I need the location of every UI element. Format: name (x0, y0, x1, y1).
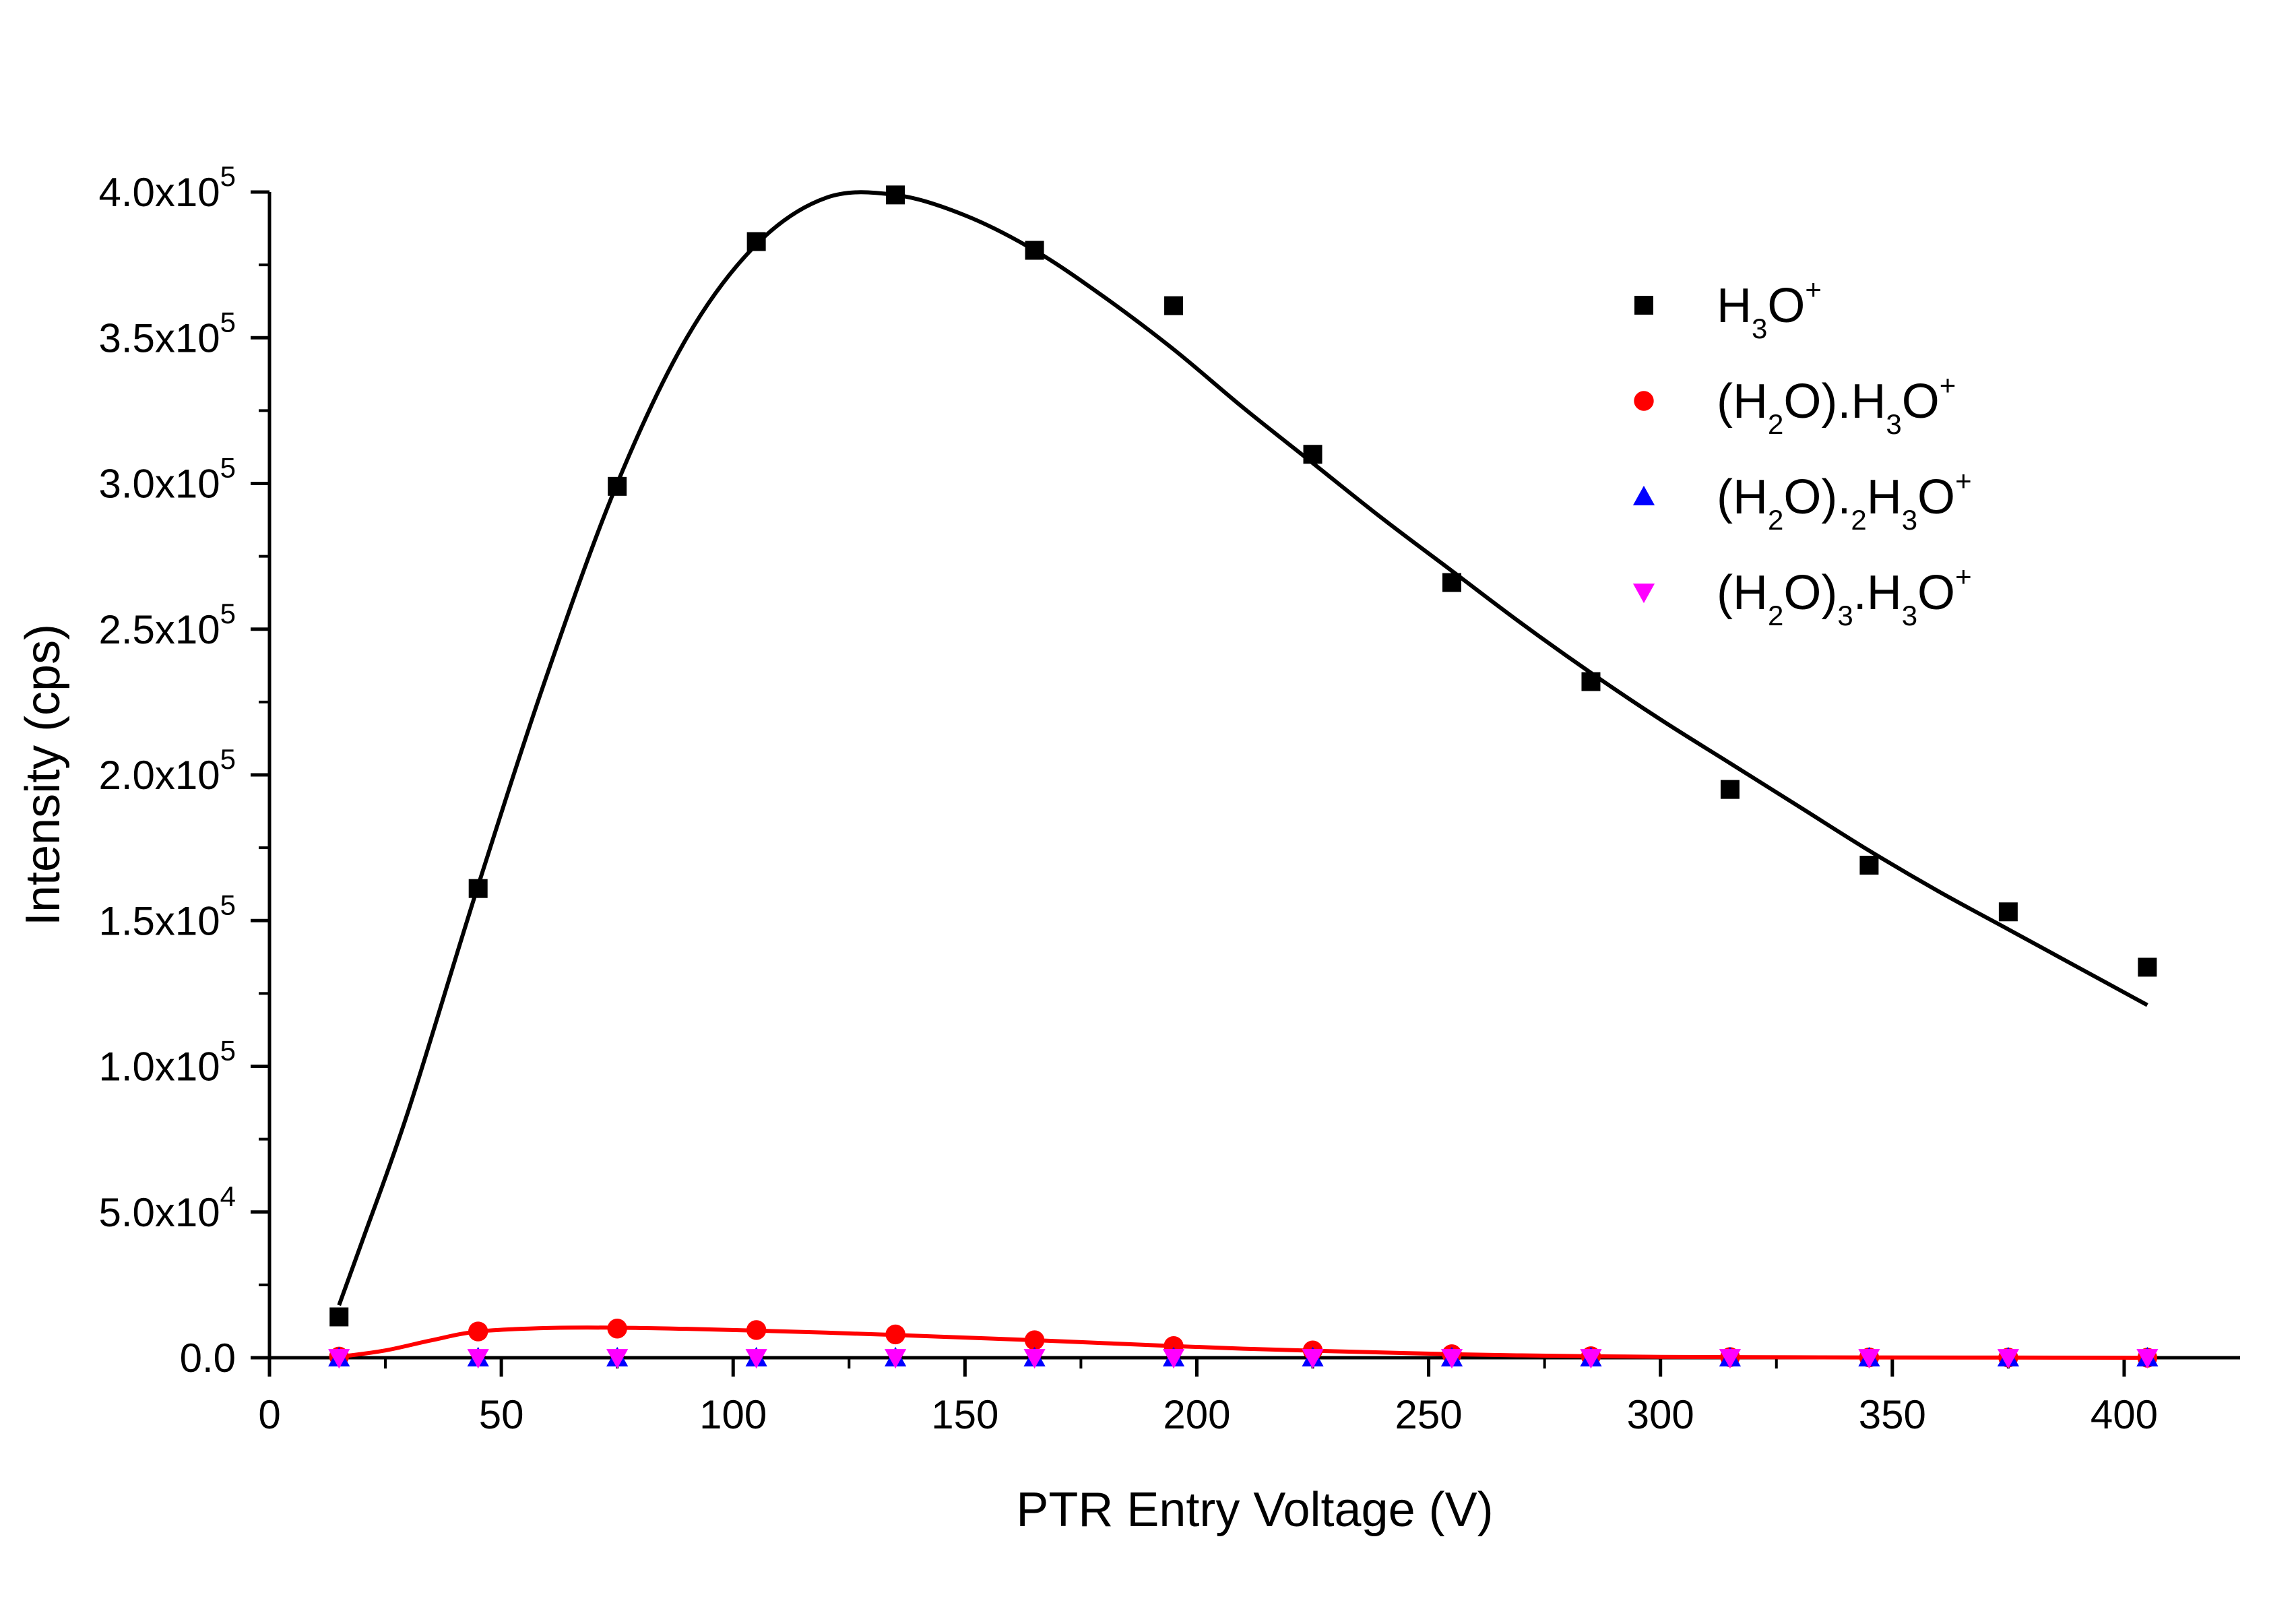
data-point (745, 1349, 767, 1369)
legend-marker (1632, 485, 1655, 505)
x-axis-title: PTR Entry Voltage (V) (1016, 1483, 1493, 1537)
data-point (886, 185, 905, 205)
y-tick-label: 1.0x105 (98, 1035, 236, 1090)
data-point (1023, 1349, 1046, 1369)
data-point (1162, 1349, 1185, 1369)
x-tick-label: 250 (1395, 1392, 1463, 1437)
data-point (468, 1321, 488, 1342)
x-tick-label: 0 (258, 1392, 280, 1437)
data-point (468, 879, 488, 898)
data-points (328, 185, 2159, 1369)
y-axis-ticks (251, 190, 269, 1360)
data-point (1440, 1349, 1463, 1369)
data-point (1581, 672, 1601, 691)
data-point (1025, 241, 1044, 260)
data-point (606, 1349, 629, 1369)
legend-marker (1634, 296, 1653, 315)
legend-label: (H2O).2H3O+ (1717, 465, 1972, 536)
legend: H3O+ (H2O).H3O+ (H2O).2H3O+ (H2O)3.H3O+ (1632, 274, 1972, 631)
y-tick-label: 2.0x105 (98, 743, 236, 798)
y-axis-tick-labels: 0.0 5.0x104 1.0x105 1.5x105 2.0x105 2.5x105 3.… (98, 160, 236, 1381)
data-point (328, 1349, 350, 1369)
series-1-points (329, 185, 2157, 1327)
axes (267, 192, 2240, 1360)
data-point (1164, 296, 1184, 315)
data-point (2138, 957, 2157, 977)
x-tick-label: 100 (699, 1392, 767, 1437)
y-tick-label: 0.0 (180, 1335, 236, 1381)
y-tick-label: 4.0x105 (98, 160, 236, 215)
y-axis-title: Intensity (cps) (16, 624, 70, 926)
data-point (1858, 1349, 1880, 1369)
data-point (1998, 902, 2018, 922)
data-point (885, 1324, 905, 1345)
y-tick-label: 3.5x105 (98, 306, 236, 360)
data-point (1302, 1349, 1324, 1369)
data-point (1859, 856, 1879, 875)
data-point (885, 1349, 907, 1369)
legend-marker (1632, 584, 1655, 604)
x-tick-label: 400 (2091, 1392, 2158, 1437)
fit-curve-series-1 (337, 190, 2148, 1307)
data-point (746, 1320, 767, 1340)
data-point (746, 232, 766, 251)
data-point (607, 1319, 627, 1339)
legend-marker (1634, 391, 1654, 411)
x-tick-label: 50 (479, 1392, 524, 1437)
data-point (467, 1349, 489, 1369)
x-tick-label: 200 (1163, 1392, 1230, 1437)
fit-curves (337, 190, 2148, 1360)
x-tick-label: 350 (1859, 1392, 1926, 1437)
legend-label: (H2O)3.H3O+ (1717, 561, 1972, 631)
x-tick-label: 150 (931, 1392, 998, 1437)
data-point (1442, 573, 1461, 592)
data-point (1024, 1330, 1045, 1350)
y-tick-label: 2.5x105 (98, 598, 236, 652)
legend-label: H3O+ (1717, 274, 1822, 344)
y-tick-label: 5.0x104 (98, 1181, 236, 1235)
x-axis-ticks (267, 1358, 2126, 1377)
data-point (608, 476, 627, 496)
data-point (2136, 1349, 2159, 1369)
data-point (329, 1307, 349, 1327)
legend-label: (H2O).H3O+ (1717, 369, 1956, 440)
x-tick-label: 300 (1627, 1392, 1694, 1437)
data-point (1720, 780, 1740, 799)
y-tick-label: 3.0x105 (98, 452, 236, 507)
y-tick-label: 1.5x105 (98, 889, 236, 943)
data-point (1719, 1349, 1742, 1369)
data-point (1580, 1349, 1602, 1369)
data-point (1997, 1349, 2019, 1369)
x-axis-tick-labels: 0 50 100 150 200 250 300 350 400 (258, 1392, 2158, 1437)
series-4-points (328, 1349, 2159, 1369)
data-point (1303, 445, 1322, 464)
